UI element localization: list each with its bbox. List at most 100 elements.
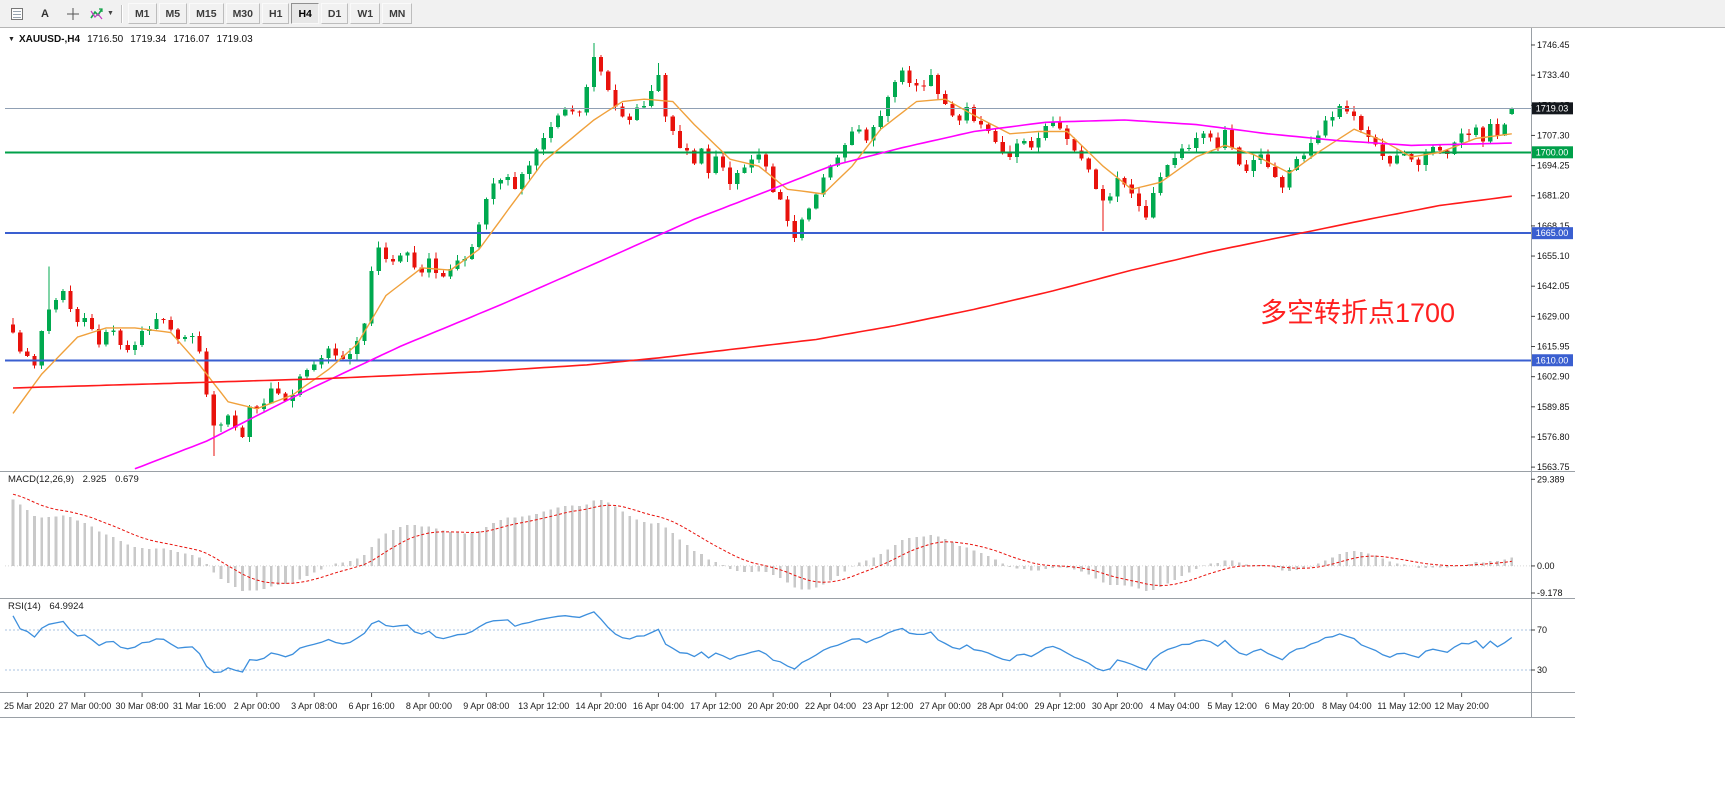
candle-body xyxy=(914,82,919,86)
time-label: 17 Apr 12:00 xyxy=(690,701,741,711)
price-badge xyxy=(1532,354,1573,367)
candle-body xyxy=(1000,141,1005,152)
crosshair-icon[interactable] xyxy=(60,2,86,26)
candle-body xyxy=(333,348,338,356)
candle-body xyxy=(1251,160,1256,171)
time-label: 5 May 12:00 xyxy=(1207,701,1257,711)
candle-body xyxy=(634,107,640,120)
timeframe-button-W1[interactable]: W1 xyxy=(350,3,381,24)
candle-body xyxy=(469,247,475,259)
candle-body xyxy=(1065,128,1070,140)
price-tick-label: 1655.10 xyxy=(1537,251,1570,261)
macd-axis[interactable]: 29.389 0.00 -9.178 xyxy=(1531,474,1565,598)
candle-body xyxy=(706,148,711,174)
candle-body xyxy=(871,126,876,141)
ma-medium-line xyxy=(134,119,1512,470)
time-label: 13 Apr 12:00 xyxy=(518,701,569,711)
candle-body xyxy=(398,255,403,262)
candle-body xyxy=(1187,147,1192,149)
price-badge-label: 1700.00 xyxy=(1536,147,1569,157)
timeframe-button-M5[interactable]: M5 xyxy=(158,3,188,24)
candle-body xyxy=(1387,156,1393,164)
candle-body xyxy=(584,86,589,113)
text-tool-button[interactable]: A xyxy=(32,2,58,26)
candle-body xyxy=(10,324,16,333)
rsi-axis[interactable]: 70 30 xyxy=(1531,625,1547,675)
time-label: 2 Apr 00:00 xyxy=(234,701,280,711)
candle-body xyxy=(814,194,819,209)
candle-body xyxy=(1323,120,1328,136)
candle-body xyxy=(692,150,697,164)
chart-list-icon-glyph xyxy=(11,7,23,20)
candle-body xyxy=(986,124,991,132)
candle-body xyxy=(18,332,23,352)
candle-body xyxy=(749,159,754,168)
candle-body xyxy=(1308,142,1314,156)
price-tick-label: 1589.85 xyxy=(1537,402,1570,412)
candle-body xyxy=(1215,137,1220,148)
time-axis[interactable]: 25 Mar 2020 27 Mar 00:00 30 Mar 08:00 31 Ma… xyxy=(4,693,1489,711)
rsi-label: RSI(14) 64.9924 xyxy=(8,601,84,612)
candle-body xyxy=(555,115,561,128)
ma-fast-line xyxy=(12,98,1512,414)
chart-annotation-text[interactable]: 多空转折点1700 xyxy=(1260,298,1456,328)
macd-tick-label: 0.00 xyxy=(1537,561,1555,571)
candle-body xyxy=(885,97,891,117)
price-tick-label: 1733.40 xyxy=(1537,70,1570,80)
rsi-line xyxy=(12,611,1513,674)
candle-body xyxy=(936,74,941,95)
candle-body xyxy=(921,85,926,87)
chart-canvas[interactable]: 1746.451733.401720.351707.301694.251681.… xyxy=(0,28,1575,718)
candle-body xyxy=(849,131,855,146)
candle-body xyxy=(491,183,496,200)
timeframe-button-M1[interactable]: M1 xyxy=(127,3,157,24)
time-label: 4 May 04:00 xyxy=(1150,701,1200,711)
candle-body xyxy=(864,129,869,141)
price-tick-label: 1563.75 xyxy=(1537,462,1570,472)
time-label: 27 Apr 00:00 xyxy=(920,701,971,711)
candle-body xyxy=(598,56,604,72)
candle-body xyxy=(785,199,790,222)
symbol-dropdown-icon[interactable]: ▼ xyxy=(8,36,15,43)
candle-body xyxy=(304,369,310,377)
candle-body xyxy=(548,127,553,138)
candle-body xyxy=(326,348,331,358)
candle-body xyxy=(1194,137,1199,148)
macd-name: MACD(12,26,9) xyxy=(8,474,74,485)
candle-body xyxy=(355,341,360,355)
candle-body xyxy=(1473,127,1479,135)
macd-value-main: 2.925 xyxy=(82,474,107,485)
candle-body xyxy=(685,148,690,151)
timeframe-button-MN[interactable]: MN xyxy=(382,3,413,24)
timeframe-button-H4[interactable]: H4 xyxy=(291,3,319,24)
time-label: 28 Apr 04:00 xyxy=(977,701,1028,711)
text-tool-label: A xyxy=(41,7,49,20)
timeframe-button-M15[interactable]: M15 xyxy=(189,3,224,24)
indicator-arrows-icon xyxy=(90,7,103,19)
indicator-arrows-button[interactable]: ▼ xyxy=(88,2,115,26)
time-label: 23 Apr 12:00 xyxy=(862,701,913,711)
candle-body xyxy=(1366,129,1371,138)
candle-body xyxy=(1337,106,1342,118)
candle-body xyxy=(806,208,812,220)
candle-body xyxy=(247,406,252,437)
candle-body xyxy=(53,300,59,310)
timeframe-button-D1[interactable]: D1 xyxy=(320,3,349,24)
candle-body xyxy=(269,388,274,404)
macd-signal-line xyxy=(12,493,1512,587)
candle-body xyxy=(1208,133,1213,138)
candle-body xyxy=(620,106,625,117)
time-label: 30 Mar 08:00 xyxy=(116,701,169,711)
candle-body xyxy=(1459,133,1464,143)
candle-body xyxy=(1351,111,1357,116)
timeframe-button-M30[interactable]: M30 xyxy=(225,3,260,24)
candle-body xyxy=(763,154,769,167)
timeframe-button-H1[interactable]: H1 xyxy=(262,3,290,24)
candle-body xyxy=(1100,188,1106,201)
candle-body xyxy=(405,252,410,256)
candle-body xyxy=(477,224,482,248)
candle-body xyxy=(857,129,862,132)
candle-body xyxy=(89,318,94,330)
chart-list-icon[interactable] xyxy=(4,2,30,26)
candle-body xyxy=(1301,155,1306,159)
